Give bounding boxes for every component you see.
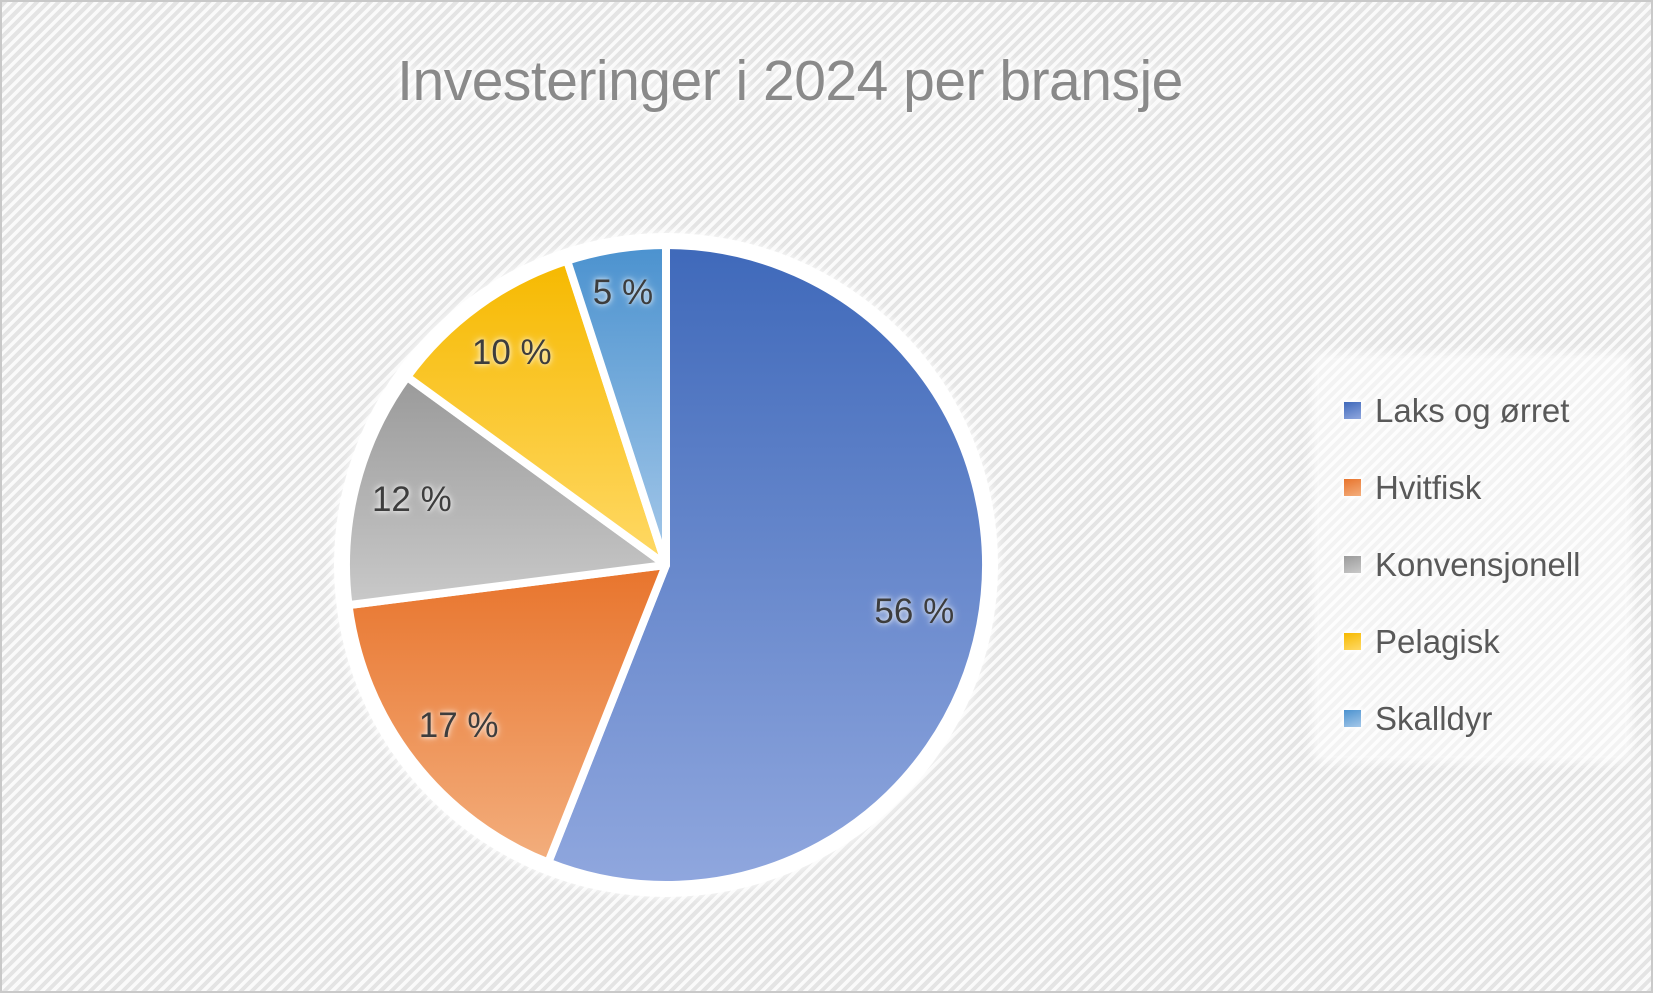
legend-item-konvensjonell[interactable]: Konvensjonell — [1319, 526, 1625, 603]
legend-color-swatch — [1344, 633, 1361, 650]
legend: Laks og ørret Hvitfisk Konvensjonell Pel… — [1319, 360, 1625, 756]
legend-color-swatch — [1344, 479, 1361, 496]
legend-item-pelagisk[interactable]: Pelagisk — [1319, 603, 1625, 680]
legend-item-laks-og-orret[interactable]: Laks og ørret — [1319, 372, 1625, 449]
legend-color-swatch — [1344, 402, 1361, 419]
legend-item-label: Pelagisk — [1375, 622, 1500, 660]
data-label-konvensjonell: 12 % — [371, 479, 452, 519]
pie-slice-skalldyr[interactable] — [563, 241, 670, 569]
legend-color-swatch — [1344, 556, 1361, 573]
legend-item-skalldyr[interactable]: Skalldyr — [1319, 680, 1625, 757]
pie-chart — [306, 205, 1026, 925]
pie-slice-laks-og-rret[interactable] — [544, 241, 990, 889]
legend-item-label: Laks og ørret — [1375, 391, 1570, 429]
pie-slice-konvensjonell[interactable] — [342, 372, 670, 610]
data-label-laks-og-orret: 56 % — [874, 592, 955, 632]
legend-item-hvitfisk[interactable]: Hvitfisk — [1319, 449, 1625, 526]
legend-color-swatch — [1344, 710, 1361, 727]
pie-chart-svg — [334, 233, 998, 897]
data-label-skalldyr: 5 % — [592, 273, 654, 313]
legend-item-label: Hvitfisk — [1375, 468, 1482, 506]
data-label-pelagisk: 10 % — [471, 332, 552, 372]
legend-item-label: Konvensjonell — [1375, 545, 1581, 583]
chart-title[interactable]: Investeringer i 2024 per bransje — [397, 49, 1183, 113]
pie-slice-pelagisk[interactable] — [403, 256, 670, 569]
legend-item-label: Skalldyr — [1375, 699, 1493, 737]
pie-slice-hvitfisk[interactable] — [344, 561, 670, 867]
data-label-hvitfisk: 17 % — [418, 705, 499, 745]
